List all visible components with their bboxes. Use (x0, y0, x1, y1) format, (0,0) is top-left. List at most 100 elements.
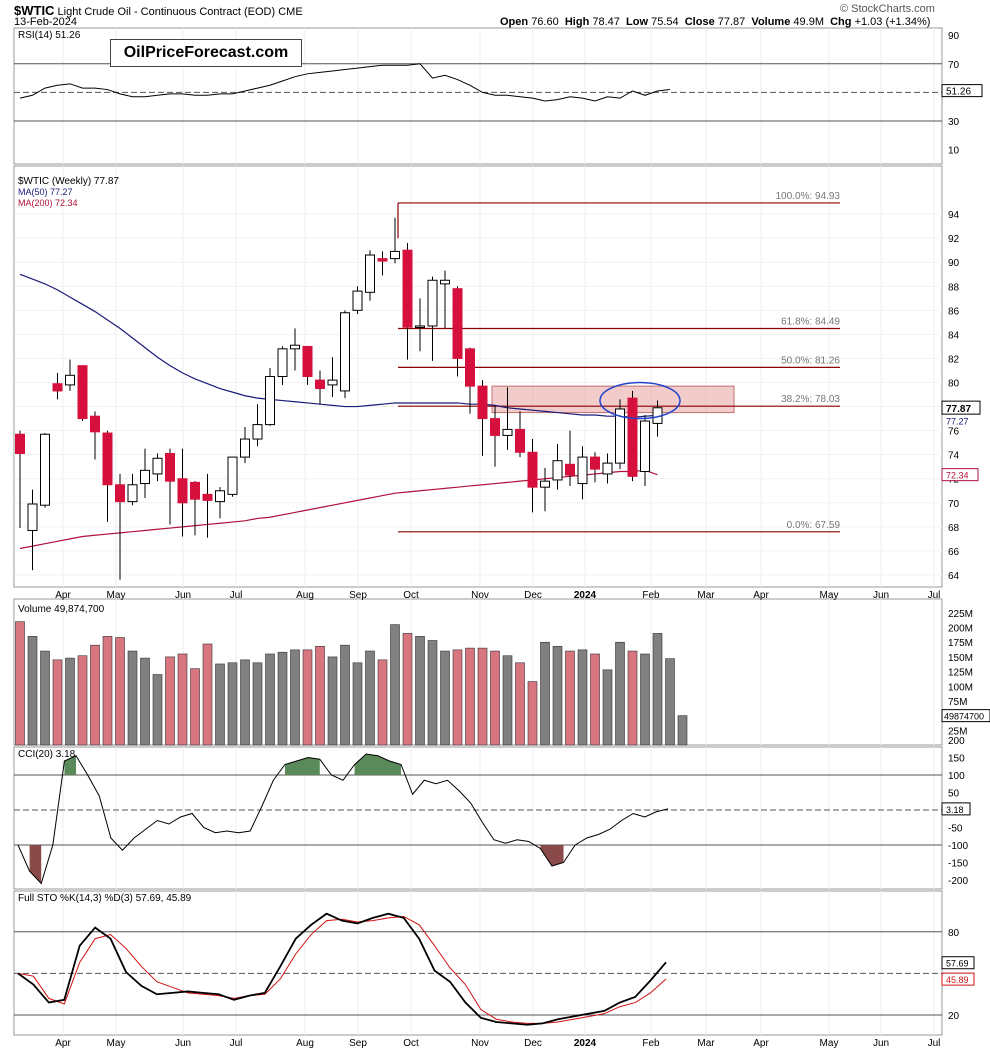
copyright: © StockCharts.com (840, 3, 935, 15)
sto-x-tick-May: May (107, 1038, 126, 1049)
sto-x-tick-Jul: Jul (230, 1038, 243, 1049)
candle-body (452, 288, 463, 359)
cci-oversold-fill (540, 845, 564, 866)
sto-x-tick-Jul: Jul (928, 1038, 941, 1049)
price-tick-64: 64 (948, 571, 960, 582)
price-x-tick-Dec: Dec (524, 590, 542, 601)
candle-body (577, 456, 588, 485)
fib-label: 38.2%: 78.03 (781, 394, 840, 405)
candle-body (352, 290, 363, 311)
price-tick-86: 86 (948, 306, 960, 317)
candle-body (190, 481, 200, 500)
volume-bar (552, 646, 563, 746)
volume-bar (515, 662, 525, 746)
volume-bar (590, 653, 600, 746)
candle-body (152, 457, 163, 475)
volume-bar (627, 650, 638, 746)
volume-bar (640, 653, 650, 746)
volume-bar (265, 653, 275, 746)
volume-bar (602, 669, 613, 746)
volume-bar (327, 656, 338, 746)
candle-body (227, 456, 238, 495)
volume-bar (365, 650, 375, 746)
volume-bar (102, 636, 113, 746)
panel-price (13, 165, 943, 588)
rsi-title: RSI(14) 51.26 (18, 30, 81, 41)
exchange: CME (278, 6, 303, 18)
price-tick-82: 82 (948, 354, 960, 365)
candle-body (127, 484, 138, 503)
vol-tick-225M: 225M (948, 609, 973, 620)
cci-overbought-fill (284, 757, 320, 775)
sto-x-tick-Oct: Oct (403, 1038, 419, 1049)
candle-body (615, 408, 625, 464)
volume-bar (15, 621, 25, 746)
panel-cci (13, 746, 943, 890)
vol-tick-150M: 150M (948, 653, 973, 664)
price-x-tick-May: May (820, 590, 839, 601)
cci-tick--150: -150 (948, 859, 968, 870)
volume-bar (415, 636, 425, 746)
candle-body (515, 428, 525, 453)
sto-x-tick-Mar: Mar (697, 1038, 715, 1049)
candle-body (102, 432, 113, 486)
vol-tick-25M: 25M (948, 726, 967, 737)
fib-label: 100.0%: 94.93 (776, 191, 841, 202)
candle-body (90, 415, 100, 433)
price-tick-68: 68 (948, 523, 960, 534)
vol-tag: 49874700 (944, 712, 984, 722)
sto-k-line (17, 912, 667, 1026)
panel-sto (13, 890, 943, 1036)
price-tick-88: 88 (948, 282, 960, 293)
candle-body (640, 420, 650, 473)
price-tag-box (941, 400, 981, 415)
volume-bar (65, 657, 75, 746)
sto-x-tick-Dec: Dec (524, 1038, 542, 1049)
volume-bar (152, 674, 163, 746)
volume-bar (465, 647, 475, 746)
price-tick-80: 80 (948, 379, 960, 390)
price-x-tick-2024: 2024 (574, 590, 597, 601)
price-x-tick-Jun: Jun (873, 590, 889, 601)
price-x-tick-Jul: Jul (230, 590, 243, 601)
sto-x-tick-2024: 2024 (574, 1038, 597, 1049)
ohlc-summary: Open 76.60 High 78.47 Low 75.54 Close 77… (500, 16, 931, 28)
price-x-tick-Aug: Aug (296, 590, 314, 601)
ma50-line (19, 273, 658, 418)
candle-body (165, 452, 175, 482)
ma50-tag: 77.27 (946, 416, 969, 426)
volume-bar (352, 662, 363, 746)
candle-body (265, 376, 275, 426)
sto-x-tick-Apr: Apr (753, 1038, 769, 1049)
cci-tick-200: 200 (948, 736, 965, 747)
candle-body (252, 424, 263, 440)
rsi-line (19, 63, 671, 102)
sto-d-tag-box (941, 972, 975, 986)
candle-body (590, 456, 600, 470)
sto-x-tick-Aug: Aug (296, 1038, 314, 1049)
volume-bar (540, 641, 550, 746)
candle-body (440, 279, 450, 285)
vol-tick-75M: 75M (948, 697, 967, 708)
cci-tag: 3.18 (946, 805, 964, 815)
volume-bar (52, 659, 63, 746)
volume-bar (652, 633, 663, 746)
volume-bar (127, 650, 138, 746)
volume-bar (252, 662, 263, 746)
rsi-tick-10: 10 (948, 146, 960, 157)
volume-bar (165, 656, 175, 746)
candle-body (340, 312, 350, 392)
sto-tick-80: 80 (948, 928, 960, 939)
volume-bar (427, 640, 438, 746)
candle-body (465, 348, 475, 387)
volume-bar (177, 653, 188, 746)
volume-bar (477, 647, 488, 746)
candle-body (77, 365, 88, 420)
chart-date: 13-Feb-2024 (14, 16, 77, 28)
rsi-last-tag: 51.26 (946, 87, 971, 98)
volume-bar (202, 643, 213, 746)
candle-body (427, 279, 438, 327)
price-title: $WTIC (Weekly) 77.87 (18, 176, 119, 187)
price-tick-84: 84 (948, 330, 960, 341)
volume-bar (140, 657, 150, 746)
